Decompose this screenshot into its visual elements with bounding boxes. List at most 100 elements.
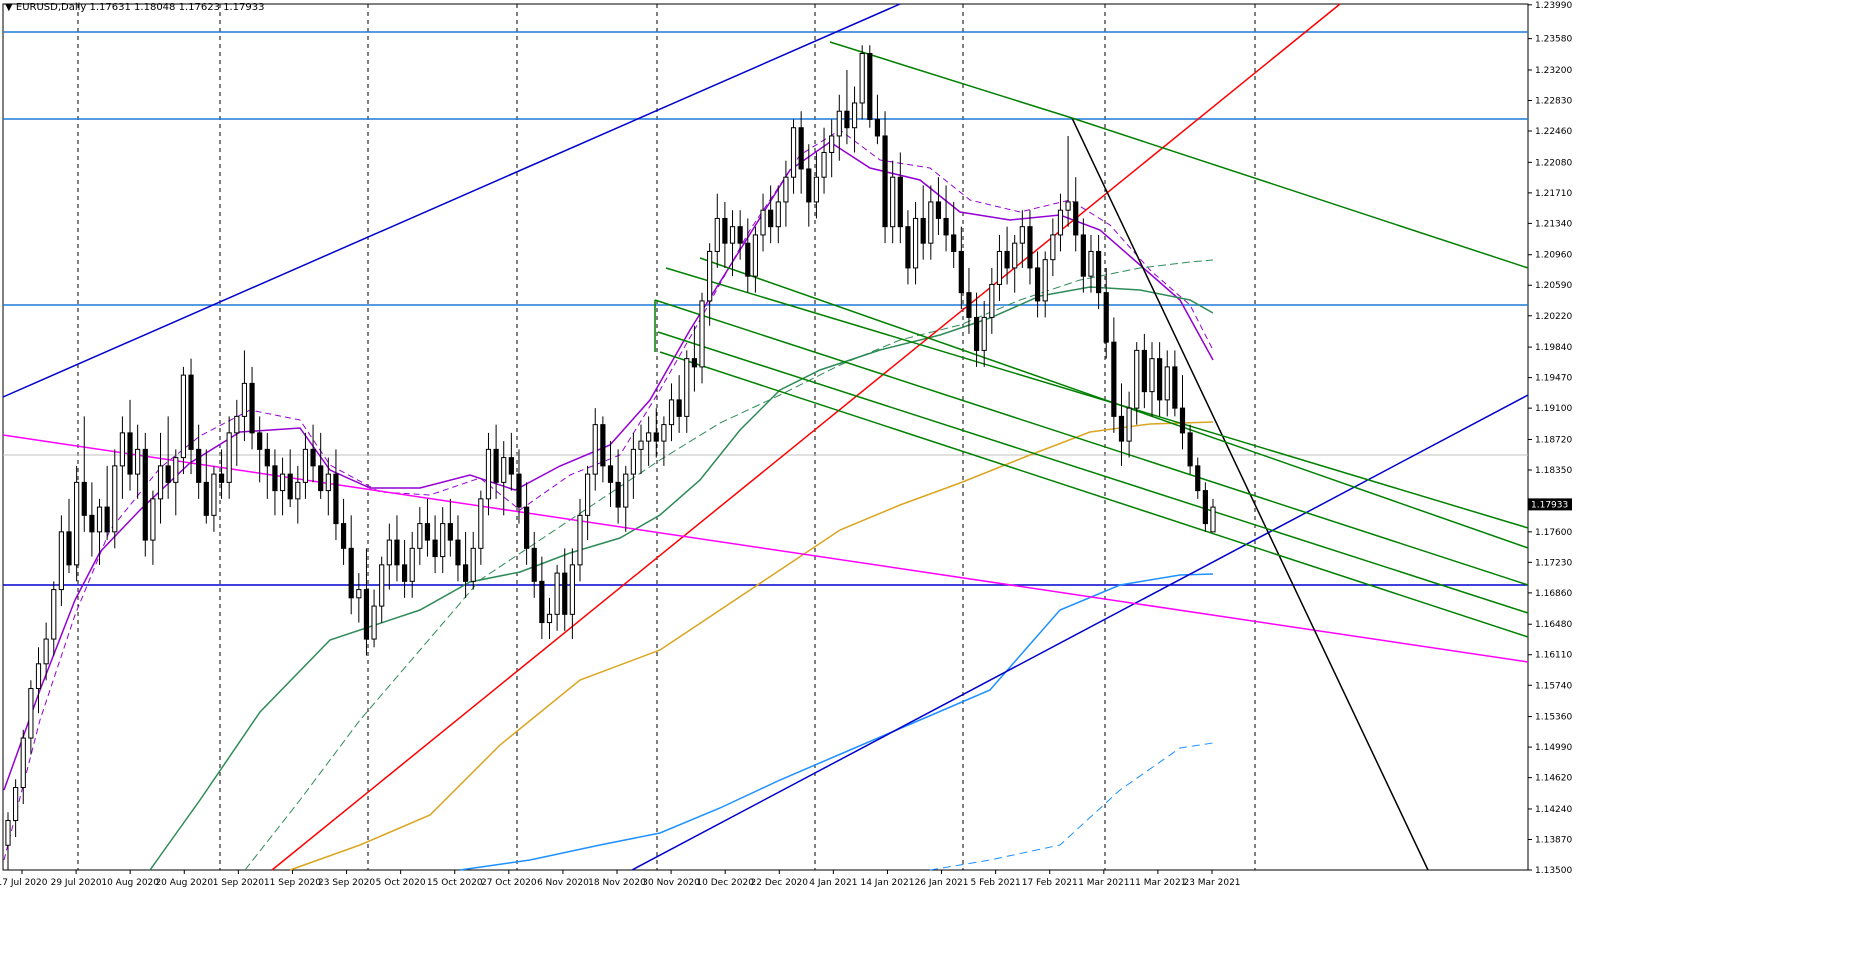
candle-body-56 <box>432 539 438 558</box>
candle-body-108 <box>829 135 835 153</box>
collapse-triangle-icon[interactable]: ▼ <box>5 2 13 13</box>
candle-body-125 <box>958 250 964 294</box>
x-tick-label-4: 1 Sep 2020 <box>213 878 265 888</box>
candle-body-41 <box>318 465 324 492</box>
candle-body-54 <box>417 523 423 549</box>
x-tick-label-18: 5 Feb 2021 <box>970 878 1020 888</box>
x-tick-label-8: 15 Oct 2020 <box>427 878 483 888</box>
pitchfork-tine-4 <box>659 351 1529 638</box>
candle-body-66 <box>508 457 514 475</box>
candle-body-2 <box>20 737 26 789</box>
candle-body-153 <box>1172 366 1178 409</box>
candle-body-67 <box>516 473 522 508</box>
candle-body-53 <box>409 547 415 582</box>
candle-body-149 <box>1141 349 1147 393</box>
candle-body-145 <box>1111 341 1117 417</box>
candle-body-6 <box>51 589 57 640</box>
candle-body-15 <box>119 432 125 467</box>
magenta-trend-line <box>2 434 1529 663</box>
channel-lower-line <box>631 394 1529 871</box>
candle-body-101 <box>775 201 781 228</box>
candle-body-45 <box>348 547 354 599</box>
candle-body-156 <box>1195 465 1201 492</box>
candle-body-76 <box>585 473 591 516</box>
chart-symbol-bar: ▼ EURUSD,Daily 1.17631 1.18048 1.17623 1… <box>5 2 264 13</box>
y-tick-label-15: 1.18350 <box>1535 466 1572 476</box>
candle-body-33 <box>257 432 263 450</box>
candle-body-5 <box>43 638 49 665</box>
candle-body-109 <box>836 110 842 137</box>
candle-body-124 <box>951 234 957 252</box>
candle-body-26 <box>203 481 209 516</box>
candle-body-121 <box>928 201 934 244</box>
candle-body-150 <box>1149 358 1155 393</box>
candle-body-98 <box>752 234 759 277</box>
candle-body-97 <box>745 242 751 277</box>
candle-body-18 <box>142 448 148 541</box>
x-tick-label-0: 17 Jul 2020 <box>0 878 48 888</box>
candle-body-113 <box>867 52 873 120</box>
candle-body-80 <box>615 481 621 508</box>
candle-body-65 <box>501 457 507 483</box>
candle-body-138 <box>1057 209 1064 236</box>
candle-body-23 <box>180 374 187 459</box>
candle-body-132 <box>1012 242 1018 269</box>
ma-line-7 <box>929 742 1214 871</box>
candle-body-46 <box>356 589 362 599</box>
y-tick-label-23: 1.14990 <box>1535 743 1572 753</box>
candle-body-74 <box>569 564 575 615</box>
x-tick-label-6: 23 Sep 2020 <box>318 878 375 888</box>
candle-body-4 <box>35 663 42 690</box>
pitchfork-top-line <box>1071 117 1529 269</box>
candle-body-130 <box>996 250 1003 285</box>
candle-body-104 <box>798 127 804 170</box>
x-tick-label-20: 1 Mar 2021 <box>1078 878 1129 888</box>
candle-body-90 <box>691 358 697 368</box>
candle-body-30 <box>234 415 240 434</box>
candle-body-68 <box>524 506 530 549</box>
candle-body-114 <box>874 118 881 137</box>
y-tick-label-0: 1.23990 <box>1535 1 1572 11</box>
candle-body-127 <box>973 316 980 351</box>
candle-body-107 <box>821 151 827 178</box>
candle-body-77 <box>592 424 598 475</box>
last-price-label: 1.17933 <box>1531 500 1568 510</box>
candle-body-70 <box>539 580 545 624</box>
x-tick-label-1: 29 Jul 2020 <box>51 878 102 888</box>
candle-body-119 <box>912 217 919 269</box>
candle-body-27 <box>211 473 217 516</box>
pitchfork-tine-3 <box>657 331 1529 614</box>
ma-line-6 <box>459 573 1214 871</box>
candle-body-3 <box>28 688 34 739</box>
x-tick-label-16: 14 Jan 2021 <box>860 878 914 888</box>
candle-body-135 <box>1034 267 1041 302</box>
x-tick-label-14: 22 Dec 2020 <box>751 878 809 888</box>
ma-line-4 <box>244 259 1214 871</box>
candle-body-48 <box>371 605 377 640</box>
candle-body-38 <box>295 481 301 500</box>
candle-body-86 <box>661 424 667 442</box>
candle-body-83 <box>638 440 644 450</box>
x-tick-label-19: 17 Feb 2021 <box>1022 878 1078 888</box>
candle-body-44 <box>340 523 347 549</box>
candle-body-78 <box>600 424 606 467</box>
candle-body-9 <box>74 481 80 566</box>
x-tick-label-2: 10 Aug 2020 <box>101 878 159 888</box>
candle-body-157 <box>1202 490 1208 525</box>
x-tick-label-22: 23 Mar 2021 <box>1183 878 1240 888</box>
x-tick-label-7: 5 Oct 2020 <box>376 878 426 888</box>
candle-body-118 <box>905 226 911 269</box>
y-tick-label-20: 1.16110 <box>1535 651 1572 661</box>
candle-body-58 <box>447 523 453 541</box>
candle-body-133 <box>1019 226 1025 244</box>
candle-body-51 <box>394 539 400 566</box>
candle-body-137 <box>1050 234 1056 261</box>
y-tick-label-2: 1.23200 <box>1535 66 1572 76</box>
candle-body-89 <box>684 358 690 417</box>
candle-body-110 <box>844 110 850 129</box>
candle-body-123 <box>943 217 949 236</box>
candle-body-81 <box>623 473 629 508</box>
candle-body-8 <box>66 531 72 566</box>
candle-body-59 <box>455 539 461 566</box>
